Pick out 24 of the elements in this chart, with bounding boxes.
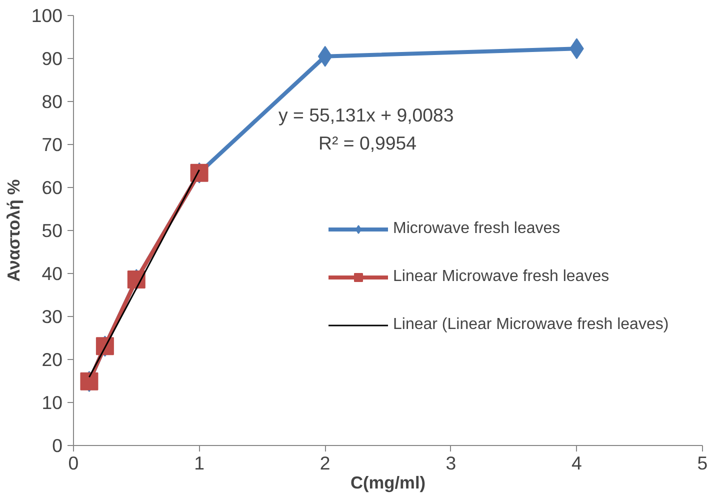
- annotation: y = 55,131x + 9,0083: [278, 104, 454, 126]
- legend-label: Linear Microwave fresh leaves: [393, 268, 610, 286]
- y-tick-label: 0: [52, 435, 63, 456]
- y-tick-label: 50: [42, 220, 63, 241]
- x-tick-label: 1: [194, 452, 205, 474]
- y-tick-label: 40: [42, 263, 63, 284]
- x-tick-label: 3: [446, 452, 456, 474]
- y-tick-label: 20: [42, 349, 63, 370]
- y-tick-label: 60: [42, 177, 63, 198]
- y-tick-label: 30: [42, 306, 63, 327]
- x-axis-title: C(mg/ml): [350, 472, 426, 492]
- x-tick-label: 2: [320, 452, 330, 474]
- y-tick-label: 90: [42, 48, 63, 69]
- y-axis-title: Αναστολή %: [3, 179, 24, 282]
- legend-label: Microwave fresh leaves: [393, 220, 562, 238]
- y-tick-label: 80: [42, 91, 63, 112]
- x-tick-label: 0: [68, 452, 79, 474]
- legend-label: Linear (Linear Microwave fresh leaves): [393, 316, 670, 334]
- annotation: R² = 0,9954: [318, 132, 417, 154]
- y-tick-label: 70: [42, 134, 63, 155]
- y-tick-label: 10: [42, 392, 63, 413]
- x-tick-label: 5: [697, 452, 708, 474]
- x-tick-label: 4: [572, 452, 582, 474]
- y-tick-label: 100: [31, 5, 63, 26]
